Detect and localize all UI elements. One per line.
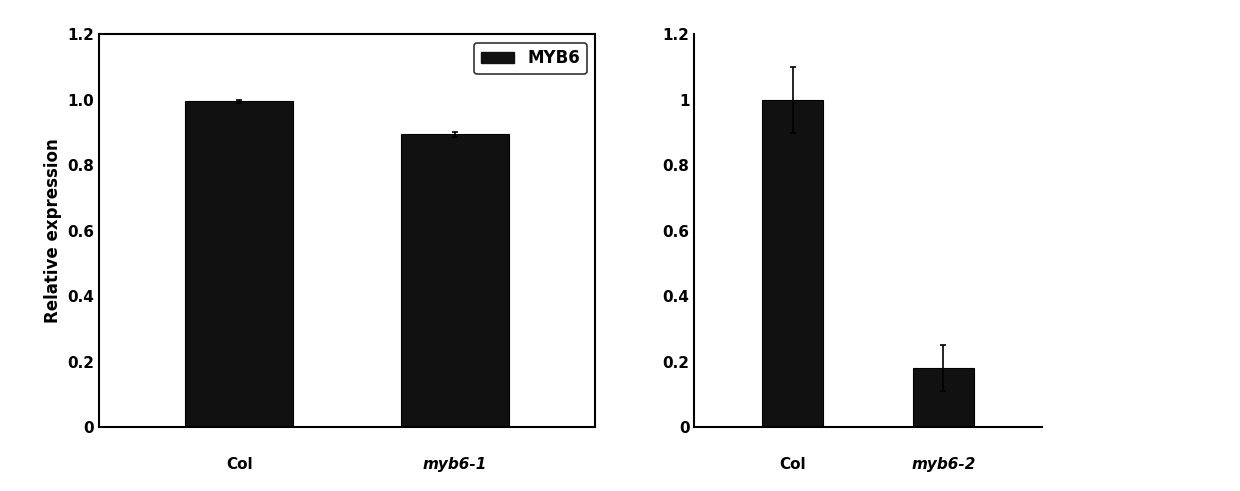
Bar	[186, 102, 294, 427]
Y-axis label: Relative expression: Relative expression	[43, 138, 62, 323]
Text: myb6-1: myb6-1	[423, 457, 487, 472]
Text: Col: Col	[779, 457, 806, 472]
Text: Col: Col	[226, 457, 253, 472]
Bar	[401, 134, 508, 427]
Legend: MYB6: MYB6	[474, 43, 587, 74]
Bar	[914, 368, 973, 427]
Text: myb6-2: myb6-2	[911, 457, 976, 472]
Bar	[763, 100, 822, 427]
